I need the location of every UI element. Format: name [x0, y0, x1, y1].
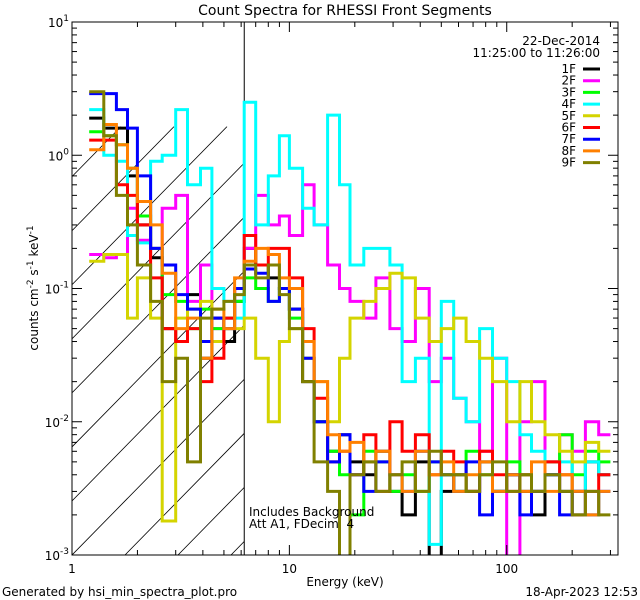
hatch-line — [72, 162, 244, 340]
legend-item-8F: 8F — [561, 144, 600, 158]
hatch-line — [72, 216, 244, 394]
series-2F — [89, 183, 611, 555]
series-5F — [89, 253, 611, 523]
legend-item-4F: 4F — [561, 97, 600, 111]
hatch-line — [124, 433, 244, 555]
legend-label: 1F — [561, 62, 576, 76]
x-tick-label: 100 — [495, 562, 518, 576]
legend-item-3F: 3F — [561, 85, 600, 99]
y-axis-label: counts cm-2 s-1 keV-1 — [26, 225, 41, 350]
legend-label: 9F — [561, 156, 576, 170]
legend-item-5F: 5F — [561, 109, 600, 123]
footer-generated-by: Generated by hsi_min_spectra_plot.pro — [2, 585, 237, 599]
legend-item-6F: 6F — [561, 121, 600, 135]
date-label: 22-Dec-2014 — [522, 34, 600, 48]
y-tick-label: 10-2 — [45, 414, 69, 430]
footer-timestamp: 18-Apr-2023 12:53 — [525, 585, 638, 599]
hatch-line — [72, 126, 175, 232]
hatch-line — [0, 127, 15, 555]
legend-label: 5F — [561, 109, 576, 123]
series-9F — [89, 90, 611, 555]
legend-label: 3F — [561, 85, 576, 99]
legend-label: 8F — [561, 144, 576, 158]
hatch-line — [72, 126, 122, 178]
legend-item-7F: 7F — [561, 132, 600, 146]
legend-label: 7F — [561, 132, 576, 146]
x-tick-label: 1 — [68, 562, 76, 576]
hatch-line — [72, 378, 244, 555]
y-tick-label: 101 — [48, 14, 69, 30]
y-tick-label: 100 — [48, 147, 69, 163]
legend-item-2F: 2F — [561, 74, 600, 88]
annotation-attenuator: Att A1, FDecim 4 — [249, 517, 354, 531]
legend-label: 4F — [561, 97, 576, 111]
x-axis-label: Energy (keV) — [306, 575, 383, 589]
legend-item-1F: 1F — [561, 62, 600, 76]
annotation-background: Includes Background — [249, 505, 374, 519]
legend-label: 6F — [561, 121, 576, 135]
legend-item-9F: 9F — [561, 156, 600, 170]
legend-label: 2F — [561, 74, 576, 88]
hatch-line — [72, 126, 228, 286]
x-tick-label: 10 — [282, 562, 297, 576]
chart-title: Count Spectra for RHESSI Front Segments — [198, 3, 492, 19]
y-tick-label: 10-1 — [45, 281, 69, 297]
y-tick-label: 10-3 — [45, 547, 69, 563]
time-range-label: 11:25:00 to 11:26:00 — [473, 46, 600, 60]
